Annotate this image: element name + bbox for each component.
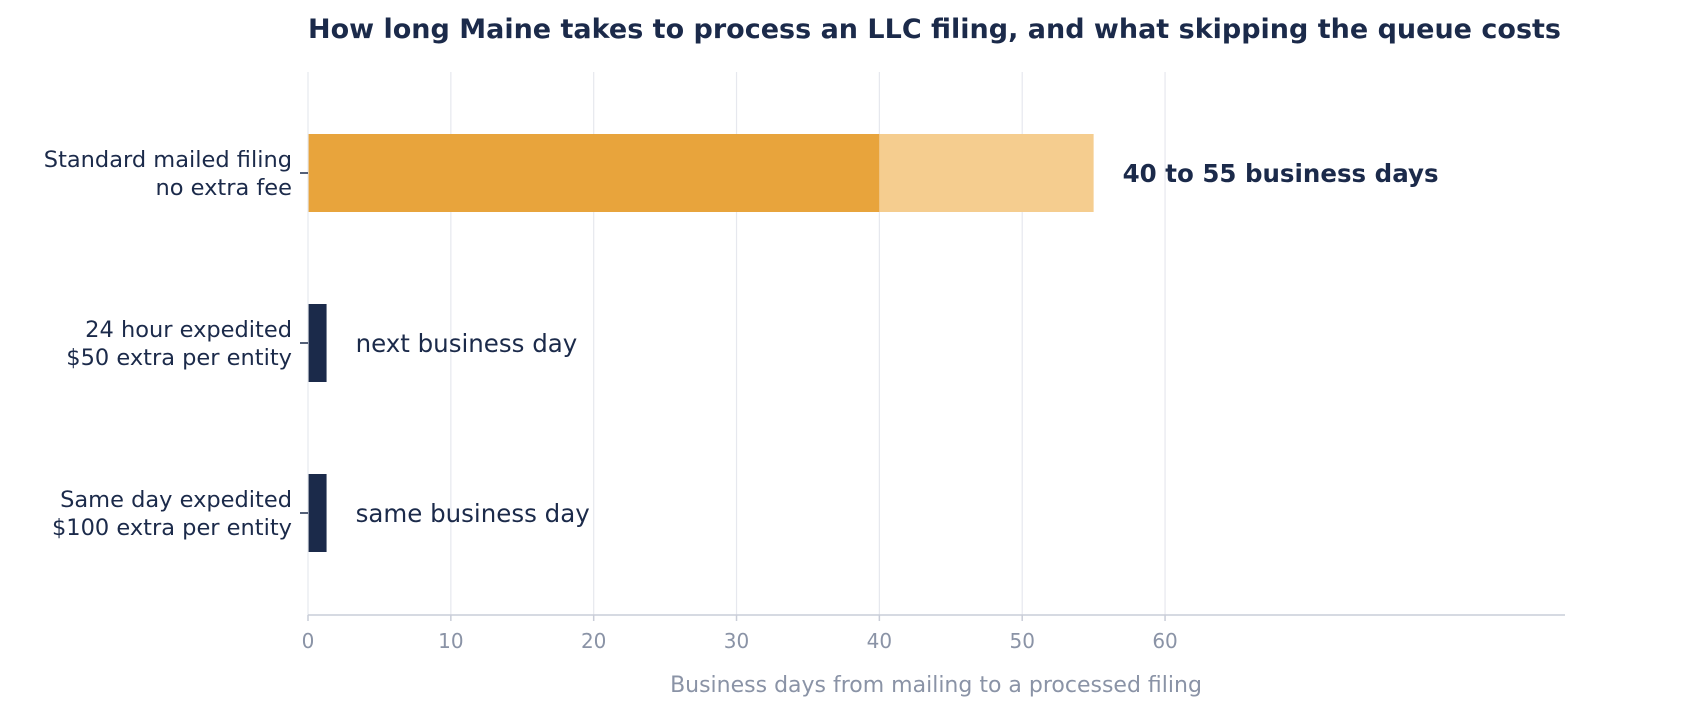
category-label-standard-line-0: Standard mailed filing xyxy=(44,147,292,173)
x-axis: 0 10 20 30 40 50 60 xyxy=(300,72,1565,653)
category-label-expedited-24h-line-0: 24 hour expedited xyxy=(85,317,292,343)
x-tick-label-2: 20 xyxy=(581,629,606,653)
bar-expedited-24h-segment-0 xyxy=(308,304,327,382)
bars xyxy=(308,134,1094,552)
category-label-expedited-24h: 24 hour expedited $50 extra per entity xyxy=(66,317,292,371)
data-label-standard: 40 to 55 business days xyxy=(1123,159,1439,188)
category-label-same-day: Same day expedited $100 extra per entity xyxy=(52,487,292,541)
category-labels: Standard mailed filing no extra fee 24 hou… xyxy=(44,147,292,541)
data-label-same-day: same business day xyxy=(356,499,590,528)
x-axis-title: Business days from mailing to a processe… xyxy=(670,673,1202,698)
x-tick-label-5: 50 xyxy=(1009,629,1034,653)
category-label-standard-line-1: no extra fee xyxy=(155,175,292,201)
bar-standard-segment-0 xyxy=(308,134,880,212)
x-tick-label-3: 30 xyxy=(724,629,749,653)
x-tick-label-1: 10 xyxy=(438,629,463,653)
x-tick-label-6: 60 xyxy=(1152,629,1177,653)
category-label-same-day-line-1: $100 extra per entity xyxy=(52,515,292,541)
bar-same-day-segment-0 xyxy=(308,474,327,552)
x-tick-label-0: 0 xyxy=(302,629,315,653)
category-label-standard: Standard mailed filing no extra fee xyxy=(44,147,292,201)
category-label-same-day-line-0: Same day expedited xyxy=(60,487,292,513)
category-label-expedited-24h-line-1: $50 extra per entity xyxy=(66,345,292,371)
data-labels: 40 to 55 business days next business day s… xyxy=(356,159,1439,528)
x-tick-label-4: 40 xyxy=(867,629,892,653)
chart-title: How long Maine takes to process an LLC f… xyxy=(308,14,1561,45)
data-label-expedited-24h: next business day xyxy=(356,329,578,358)
bar-standard-segment-1 xyxy=(879,134,1094,212)
